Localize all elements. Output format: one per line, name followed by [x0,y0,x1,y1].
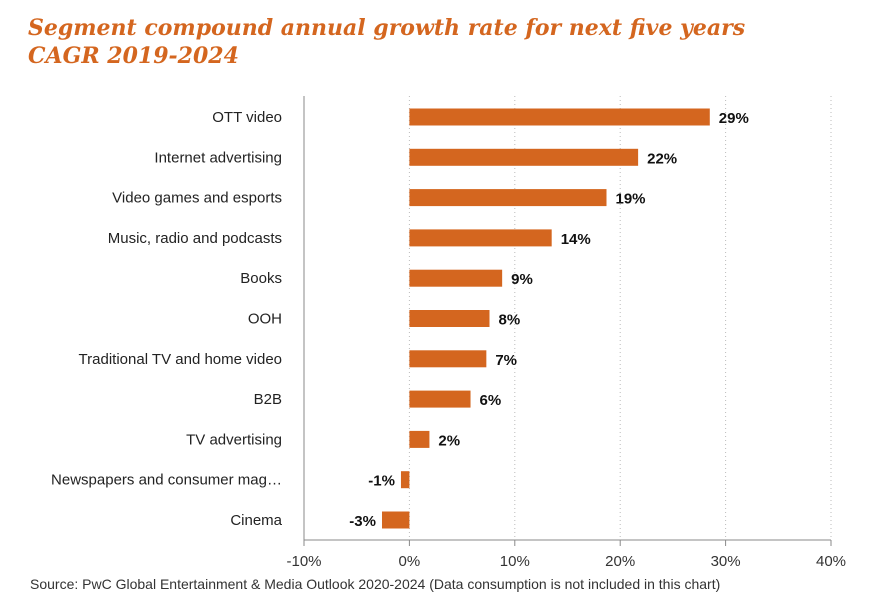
category-label: OTT video [212,109,282,126]
x-tick-label: 30% [711,553,741,570]
title-line-1: Segment compound annual growth rate for … [28,15,746,41]
category-label: Traditional TV and home video [79,351,282,368]
category-label: Music, radio and podcasts [108,230,282,247]
bar [409,430,430,448]
bar [409,310,490,327]
bar [409,229,552,247]
data-label: 22% [647,150,677,167]
x-tick-label: 10% [500,553,530,570]
category-label: Video games and esports [112,190,282,207]
category-label: TV advertising [186,431,282,448]
bar [409,189,607,207]
bar [400,471,410,489]
data-label: 29% [719,110,749,127]
data-label: -1% [368,473,395,490]
bar [409,269,503,287]
data-label: 19% [615,191,645,208]
category-label: Newspapers and consumer mag… [51,472,282,489]
source-note: Source: PwC Global Entertainment & Media… [30,576,721,592]
category-label: Books [240,270,282,287]
x-tick-label: 40% [816,553,846,570]
data-label: 9% [511,271,533,288]
x-tick-label: 20% [605,553,635,570]
data-label: -3% [349,513,376,530]
data-label: 7% [495,352,517,369]
category-label: B2B [254,391,282,408]
chart-title: Segment compound annual growth rate for … [28,14,745,70]
bar [409,148,639,166]
bar [409,390,471,408]
x-tick-label: 0% [399,553,421,570]
bar [381,511,410,529]
x-tick-label: -10% [286,553,321,570]
category-label: Cinema [230,512,282,529]
data-label: 2% [438,432,460,449]
data-label: 6% [480,392,502,409]
bar [409,350,487,368]
data-label: 14% [561,231,591,248]
bar [409,108,710,126]
category-label: OOH [248,311,282,328]
category-label: Internet advertising [154,149,282,166]
data-label: 8% [499,312,521,329]
title-line-2: CAGR 2019-2024 [28,43,239,69]
